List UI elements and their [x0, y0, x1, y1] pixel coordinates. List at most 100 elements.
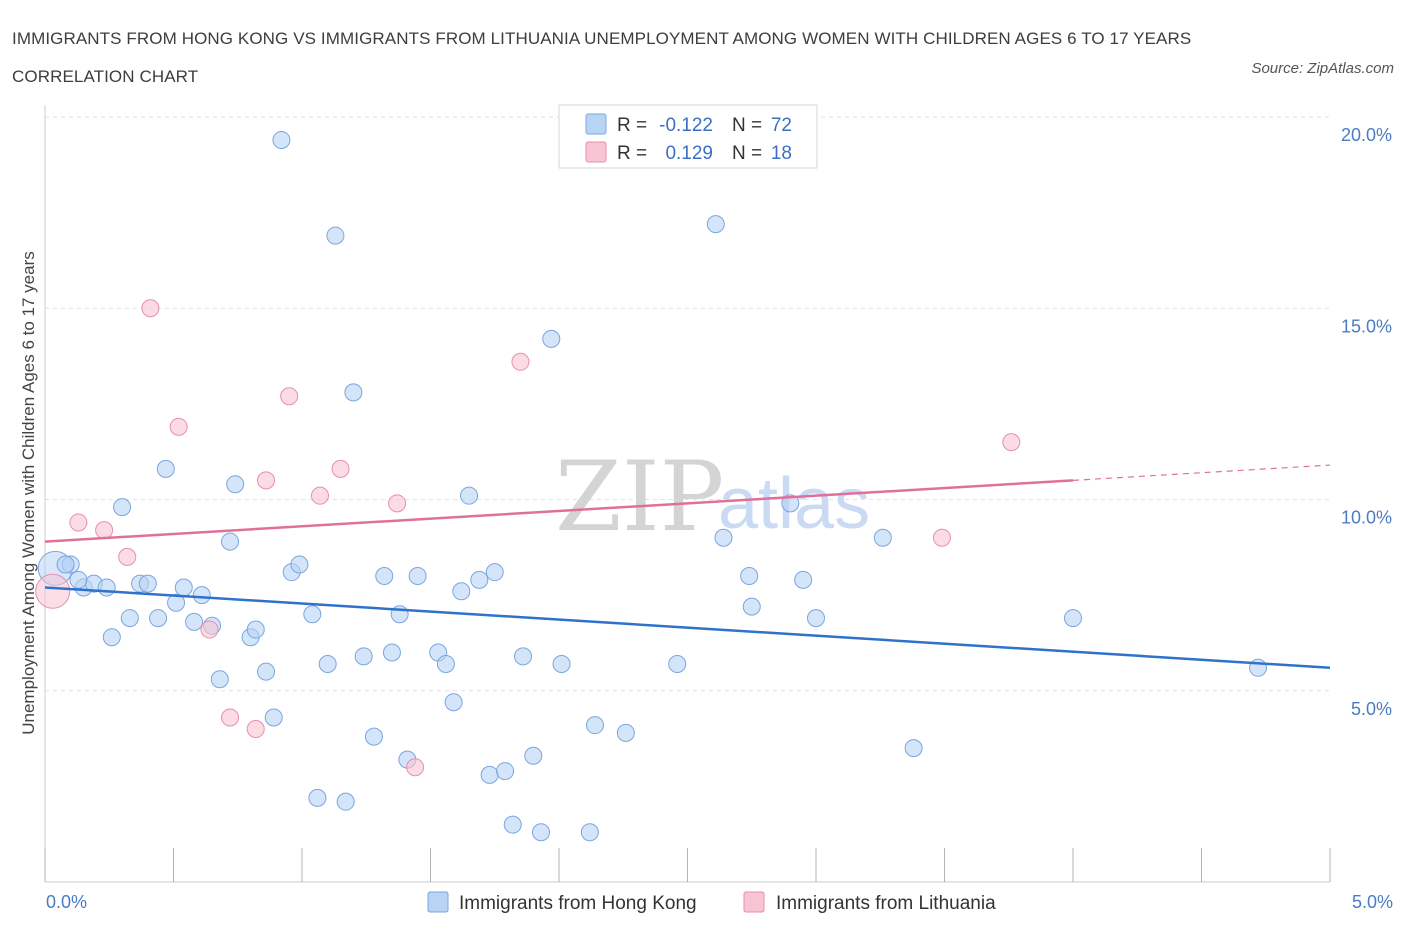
y-tick-labels: 5.0% 10.0% 15.0% 20.0% — [1341, 125, 1392, 719]
hong-kong-point-12 — [167, 593, 186, 612]
hong-kong-point-32 — [344, 383, 363, 402]
watermark: ZIP atlas — [555, 441, 870, 553]
hong-kong-point-64 — [794, 570, 813, 589]
lithuania-point-14 — [406, 758, 425, 777]
chart-title: IMMIGRANTS FROM HONG KONG VS IMMIGRANTS … — [12, 29, 1192, 86]
hong-kong-point-52 — [532, 823, 551, 842]
hong-kong-point-66 — [873, 528, 892, 547]
hong-kong-point-14 — [185, 612, 204, 631]
hong-kong-point-15 — [192, 586, 211, 605]
hong-kong-point-31 — [336, 792, 355, 811]
y-tick-label-0: 5.0% — [1351, 699, 1392, 719]
hong-kong-point-24 — [272, 130, 291, 149]
trend-line-lithuania-extension — [1072, 464, 1331, 481]
legend-n-label-1: N = — [732, 115, 762, 136]
lithuania-point-12 — [331, 459, 350, 478]
hong-kong-point-26 — [290, 555, 309, 574]
axes — [44, 105, 1331, 883]
hong-kong-point-5 — [102, 628, 121, 647]
hong-kong-point-33 — [354, 647, 373, 666]
hong-kong-point-22 — [257, 662, 276, 681]
y-tick-label-2: 15.0% — [1341, 316, 1392, 336]
bottom-legend-label-hong-kong: Immigrants from Hong Kong — [459, 893, 697, 914]
hong-kong-point-43 — [452, 582, 471, 601]
legend-n-value-2: 18 — [771, 143, 792, 164]
hong-kong-point-61 — [740, 567, 759, 585]
hong-kong-point-58 — [668, 654, 687, 673]
hong-kong-point-10 — [149, 609, 168, 628]
legend-r-value-1: -0.122 — [659, 115, 713, 136]
lithuania-point-2 — [95, 521, 114, 540]
hong-kong-point-35 — [375, 567, 394, 585]
lithuania-point-16 — [932, 528, 951, 547]
legend: R = -0.122 N = 72 R = 0.129 N = 18 — [558, 104, 818, 169]
source-note: Source: ZipAtlas.com — [1251, 60, 1394, 77]
lithuania-point-7 — [221, 708, 240, 727]
hong-kong-point-39 — [408, 567, 427, 585]
grid-lines — [45, 116, 1330, 692]
hong-kong-point-21 — [246, 620, 265, 639]
legend-r-value-2: 0.129 — [665, 143, 713, 164]
hong-kong-point-67 — [904, 739, 923, 758]
hong-kong-point-50 — [514, 647, 533, 666]
lithuania-point-1 — [69, 513, 88, 532]
hong-kong-point-63 — [781, 494, 800, 513]
hong-kong-point-17 — [210, 670, 229, 689]
hong-kong-point-60 — [714, 528, 733, 547]
hong-kong-point-44 — [460, 486, 479, 505]
hong-kong-point-54 — [552, 654, 571, 673]
x-tick-label-1: 5.0% — [1352, 892, 1393, 912]
series-lithuania-points — [35, 299, 1021, 777]
lithuania-point-13 — [388, 494, 407, 513]
y-tick-label-1: 10.0% — [1341, 508, 1392, 528]
hong-kong-point-56 — [585, 716, 604, 735]
bottom-legend-label-lithuania: Immigrants from Lithuania — [776, 893, 996, 914]
hong-kong-point-55 — [580, 823, 599, 842]
bottom-legend-swatch-hong-kong — [427, 891, 449, 913]
hong-kong-point-42 — [444, 693, 463, 712]
hong-kong-point-46 — [480, 765, 499, 784]
legend-r-label-1: R = — [617, 115, 647, 136]
bottom-legend-swatch-lithuania — [743, 891, 765, 913]
hong-kong-point-18 — [221, 532, 240, 551]
hong-kong-point-57 — [616, 723, 635, 742]
lithuania-point-5 — [169, 417, 188, 436]
hong-kong-point-68 — [1064, 609, 1082, 628]
lithuania-point-15 — [511, 352, 530, 371]
hong-kong-point-53 — [542, 329, 561, 348]
hong-kong-point-36 — [382, 643, 401, 662]
hong-kong-point-65 — [807, 609, 825, 628]
hong-kong-point-19 — [226, 475, 245, 494]
trend-line-lithuania — [44, 479, 1074, 543]
watermark-zip: ZIP — [555, 441, 724, 553]
lithuania-point-0 — [35, 573, 71, 609]
lithuania-point-11 — [310, 486, 329, 505]
legend-n-label-2: N = — [732, 143, 762, 164]
hong-kong-point-48 — [496, 762, 515, 781]
hong-kong-point-11 — [156, 459, 175, 478]
hong-kong-point-7 — [120, 609, 139, 628]
hong-kong-point-62 — [742, 597, 761, 616]
trend-line-hong-kong — [44, 586, 1331, 670]
hong-kong-point-13 — [174, 578, 193, 597]
lithuania-point-3 — [118, 547, 137, 566]
hong-kong-point-34 — [364, 727, 383, 746]
hong-kong-point-71 — [69, 570, 88, 589]
y-tick-label-3: 20.0% — [1341, 125, 1392, 145]
hong-kong-point-49 — [503, 815, 522, 834]
hong-kong-point-4 — [97, 578, 116, 597]
legend-swatch-lithuania — [585, 141, 607, 163]
hong-kong-point-47 — [485, 563, 504, 582]
hong-kong-point-9 — [138, 574, 157, 593]
lithuania-point-10 — [280, 387, 299, 406]
hong-kong-point-41 — [436, 654, 455, 673]
y-axis-label: Unemployment Among Women with Children A… — [19, 251, 38, 735]
hong-kong-point-6 — [113, 498, 132, 517]
x-tick-labels: 0.0% 5.0% — [46, 892, 1393, 912]
hong-kong-point-28 — [308, 788, 327, 807]
hong-kong-point-27 — [303, 605, 322, 624]
trend-lines — [44, 464, 1331, 670]
bottom-legend: Immigrants from Hong Kong Immigrants fro… — [427, 891, 996, 914]
lithuania-point-8 — [246, 720, 265, 738]
